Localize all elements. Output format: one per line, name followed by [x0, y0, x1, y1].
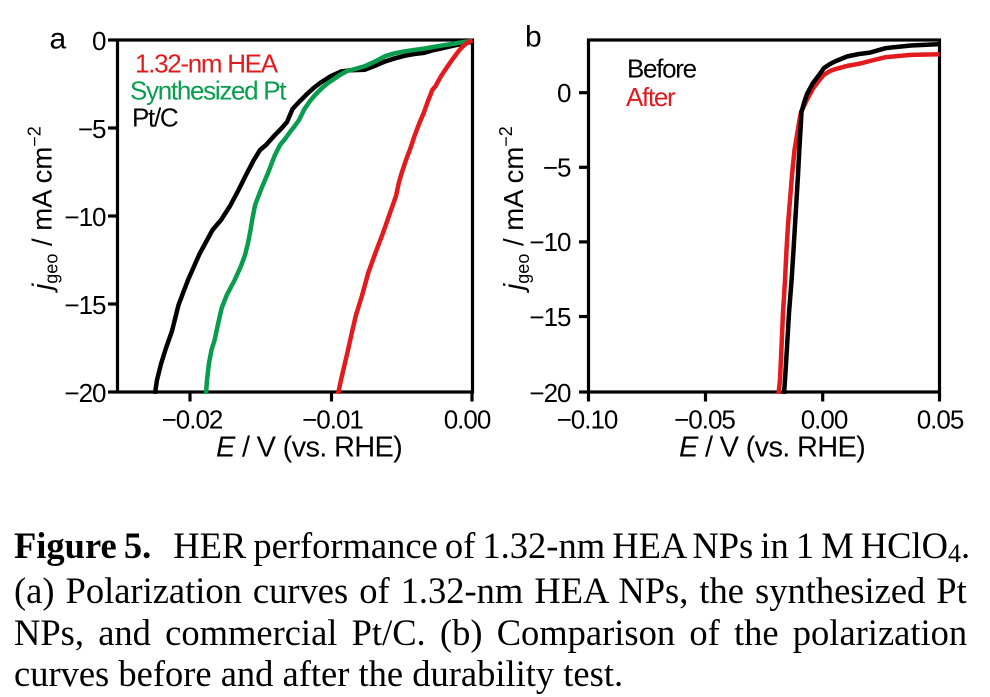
svg-text:E / V (vs. RHE): E / V (vs. RHE) [679, 432, 865, 464]
svg-text:−15: −15 [529, 302, 571, 332]
svg-text:Before: Before [627, 54, 697, 84]
svg-text:jgeo / mA cm−2: jgeo / mA cm−2 [496, 126, 533, 294]
svg-text:Synthesized Pt: Synthesized Pt [130, 76, 287, 106]
svg-text:E / V (vs. RHE): E / V (vs. RHE) [216, 432, 402, 464]
svg-text:After: After [626, 82, 676, 112]
svg-text:−5: −5 [78, 114, 106, 144]
svg-text:−10: −10 [529, 227, 571, 257]
svg-text:0.00: 0.00 [444, 405, 491, 435]
svg-text:−20: −20 [64, 378, 106, 408]
svg-text:jgeo / mA cm−2: jgeo / mA cm−2 [25, 126, 62, 294]
svg-text:−0.05: −0.05 [674, 405, 735, 435]
svg-text:−0.10: −0.10 [557, 405, 618, 435]
svg-text:−0.01: −0.01 [302, 405, 363, 435]
svg-text:−20: −20 [529, 378, 571, 408]
svg-text:a: a [50, 23, 67, 56]
svg-text:−5: −5 [543, 153, 571, 183]
svg-text:b: b [525, 21, 542, 54]
svg-text:0.05: 0.05 [917, 405, 964, 435]
svg-text:0.00: 0.00 [801, 405, 848, 435]
svg-text:0: 0 [92, 26, 106, 56]
svg-text:0: 0 [557, 78, 571, 108]
svg-text:1.32-nm HEA: 1.32-nm HEA [135, 49, 279, 79]
svg-text:−15: −15 [64, 290, 106, 320]
svg-text:−0.02: −0.02 [162, 405, 223, 435]
svg-text:Pt/C: Pt/C [132, 103, 178, 133]
svg-text:−10: −10 [64, 202, 106, 232]
